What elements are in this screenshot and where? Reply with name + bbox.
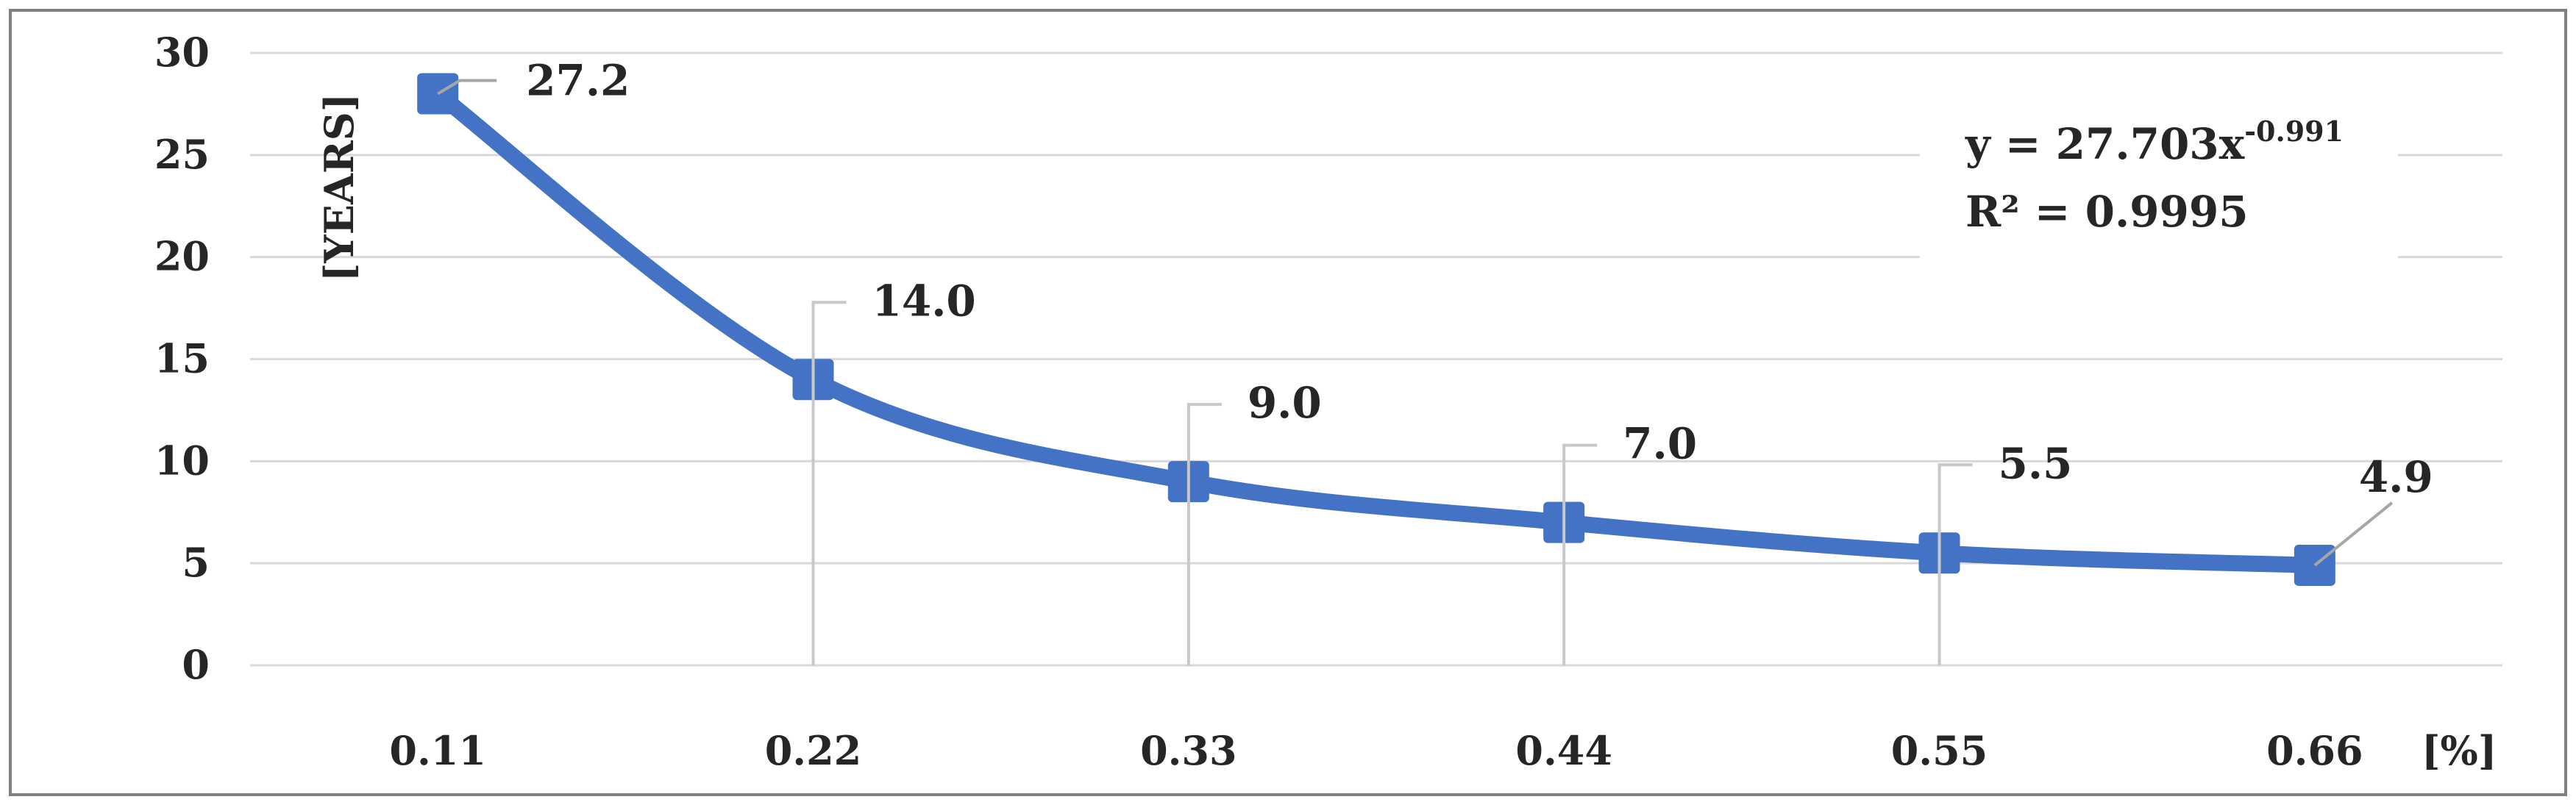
series-line (430, 85, 2323, 573)
y-tick-label: 30 (154, 29, 210, 76)
label-leader-line (437, 79, 497, 96)
data-label: 14.0 (872, 276, 976, 326)
data-labels-layer: 27.2 14.0 9.0 7.0 5.5 4.9 (437, 56, 2433, 665)
data-label: 5.5 (1999, 438, 2073, 488)
equation-main: y = 27.703x (1965, 119, 2245, 169)
y-tick-label: 15 (154, 335, 210, 382)
y-tick-label: 10 (154, 437, 210, 484)
x-tick-label: 0.11 (389, 727, 486, 774)
y-tick-label: 0 (182, 641, 210, 688)
y-axis-label: [YEARS] (316, 93, 363, 282)
y-tick-label: 25 (154, 131, 210, 178)
equation-box: y = 27.703x-0.991 R² = 0.9995 (1920, 107, 2398, 276)
r-squared: R² = 0.9995 (1965, 187, 2249, 237)
label-leader-line (1938, 463, 1973, 665)
x-tick-labels: 0.11 0.22 0.33 0.44 0.55 0.66 (389, 727, 2363, 774)
label-leader-line (811, 301, 847, 665)
x-axis-label: [%] (2422, 727, 2497, 774)
x-tick-label: 0.44 (1515, 727, 1612, 774)
x-tick-label: 0.22 (765, 727, 862, 774)
data-label: 7.0 (1623, 419, 1697, 469)
x-tick-label: 0.66 (2266, 727, 2363, 774)
y-tick-labels: 0 5 10 15 20 25 30 (154, 29, 210, 688)
label-leader-line (1562, 443, 1598, 665)
x-tick-label: 0.55 (1891, 727, 1988, 774)
equation-exponent: -0.991 (2244, 115, 2344, 148)
x-tick-label: 0.33 (1140, 727, 1237, 774)
data-label: 4.9 (2359, 452, 2433, 502)
data-label: 9.0 (1248, 378, 1322, 428)
label-leader-line (2313, 501, 2394, 567)
y-tick-label: 20 (154, 233, 210, 280)
y-tick-label: 5 (182, 539, 210, 586)
label-leader-line (1186, 403, 1222, 665)
equation-background (1920, 107, 2398, 276)
trendline-equation: y = 27.703x-0.991 (1965, 115, 2344, 169)
data-label: 27.2 (526, 56, 630, 106)
